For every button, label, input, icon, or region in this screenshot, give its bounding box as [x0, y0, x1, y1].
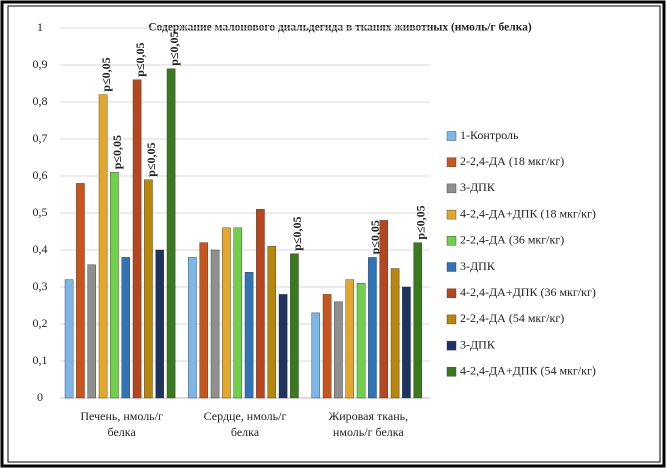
legend-swatch	[446, 183, 457, 194]
x-tick-label: белка	[231, 425, 260, 439]
bar	[390, 268, 400, 399]
legend-label: 2-2,4-ДА (18 мкг/кг)	[460, 154, 564, 168]
y-tick-label: 0,6	[33, 168, 48, 182]
y-tick-label: 0,5	[33, 205, 48, 219]
y-tick-label: 0,2	[33, 316, 48, 330]
bar	[334, 301, 343, 399]
bar	[121, 257, 131, 399]
bar	[402, 286, 411, 399]
bar	[188, 257, 197, 399]
y-tick-label: 0	[37, 390, 43, 404]
annotation: p≤0,05	[99, 57, 113, 91]
legend-swatch	[446, 209, 457, 220]
legend-label: 2-2,4-ДА (54 мкг/кг)	[460, 311, 564, 325]
legend-label: 4-2,4-ДА+ДПК (54 мкг/кг)	[460, 364, 596, 378]
annotation: p≤0,05	[290, 216, 304, 250]
legend-swatch	[446, 262, 457, 272]
y-tick-label: 0,1	[33, 353, 48, 367]
legend-swatch	[446, 131, 457, 141]
bar	[76, 183, 85, 399]
legend-label: 3-ДПК	[460, 180, 496, 194]
bar	[144, 179, 153, 399]
annotation: p≤0,05	[413, 205, 427, 239]
y-tick-label: 0,9	[33, 57, 48, 71]
y-tick-label: 1	[37, 20, 43, 34]
legend-label: 4-2,4-ДА+ДПК (18 мкг/кг)	[460, 206, 596, 220]
bar	[256, 209, 265, 399]
y-tick-label: 0,7	[33, 131, 48, 145]
bar	[222, 227, 231, 399]
bar	[379, 220, 389, 399]
bar	[345, 279, 355, 399]
bar	[267, 246, 277, 399]
x-tick-label: Сердце, нмоль/г	[204, 409, 287, 423]
x-tick-label: белка	[108, 425, 137, 439]
legend-swatch	[446, 367, 457, 377]
legend-swatch	[446, 340, 457, 351]
annotation: p≤0,05	[133, 43, 147, 77]
annotation: p≤0,05	[144, 142, 158, 176]
legend-swatch	[446, 236, 457, 246]
x-tick-label: Жировая ткань,	[329, 409, 409, 423]
y-tick-label: 0,3	[33, 279, 48, 293]
legend-swatch	[446, 314, 457, 325]
legend-label: 3-ДПК	[460, 259, 496, 273]
bar	[132, 79, 142, 399]
inner-frame	[7, 5, 661, 463]
bar	[199, 242, 209, 399]
bar	[233, 227, 243, 399]
bar	[311, 312, 321, 399]
y-tick-label: 0,8	[33, 94, 48, 108]
legend-label: 4-2,4-ДА+ДПК (36 мкг/кг)	[460, 285, 596, 299]
bar	[278, 294, 288, 399]
bar	[98, 94, 108, 399]
bar	[413, 242, 423, 399]
bar	[64, 279, 74, 399]
bar	[368, 257, 377, 399]
bar	[244, 272, 254, 399]
bar	[210, 249, 220, 399]
x-tick-label: Печень, нмоль/г	[80, 409, 163, 423]
legend-label: 3-ДПК	[460, 337, 496, 351]
bar	[87, 264, 97, 399]
legend-swatch	[446, 157, 457, 167]
legend-label: 1-Контроль	[460, 128, 519, 142]
annotation: p≤0,05	[368, 220, 382, 254]
bar	[155, 249, 165, 399]
bar	[110, 172, 119, 399]
y-tick-label: 0,4	[33, 242, 48, 256]
x-tick-label: нмоль/г белка	[333, 425, 404, 439]
legend-label: 2-2,4-ДА (36 мкг/кг)	[460, 233, 564, 247]
annotation: p≤0,05	[167, 31, 181, 65]
annotation: p≤0,05	[110, 135, 124, 169]
bar	[290, 253, 299, 399]
bar	[322, 294, 332, 399]
bar	[356, 283, 366, 399]
legend-swatch	[446, 288, 457, 298]
bar	[166, 68, 176, 399]
